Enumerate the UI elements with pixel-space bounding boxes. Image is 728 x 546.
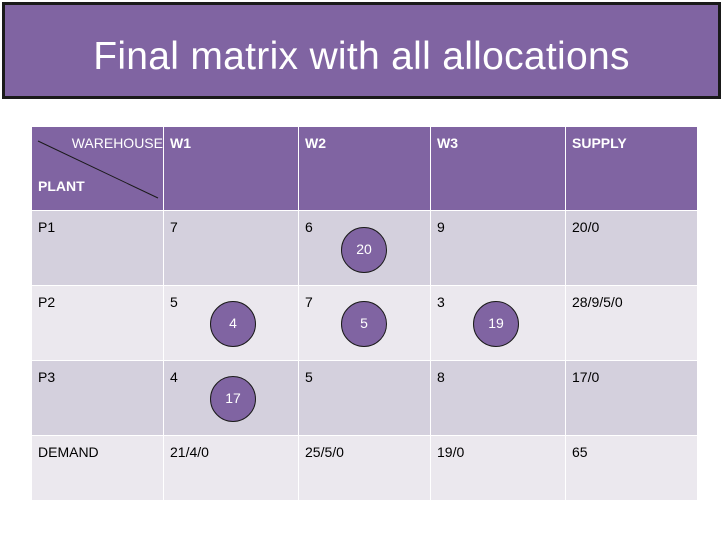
corner-header-cell: WAREHOUSE PLANT <box>32 127 163 210</box>
allocation-bubble-p3-w1: 17 <box>210 376 256 422</box>
header-w2: W2 <box>299 127 430 210</box>
allocation-bubble-p2-w2: 5 <box>341 301 387 347</box>
slide-title: Final matrix with all allocations <box>93 35 630 78</box>
cell-demand-w2: 25/5/0 <box>299 436 430 500</box>
diagonal-divider <box>37 140 159 199</box>
cell-p3-w1: 4 17 <box>164 361 298 435</box>
cell-p1-supply: 20/0 <box>566 211 697 285</box>
cell-p1-w3: 9 <box>431 211 565 285</box>
cell-demand-total: 65 <box>566 436 697 500</box>
allocation-bubble-p1-w2: 20 <box>341 227 387 273</box>
cell-p3-w2: 5 <box>299 361 430 435</box>
warehouse-label: WAREHOUSE <box>71 135 163 151</box>
cell-demand-w3: 19/0 <box>431 436 565 500</box>
cost-value: 9 <box>437 219 445 235</box>
title-banner: Final matrix with all allocations <box>2 2 721 99</box>
cost-value: 4 <box>170 369 178 385</box>
allocation-bubble-p2-w3: 19 <box>473 301 519 347</box>
row-label-p2: P2 <box>32 286 163 360</box>
cell-p3-supply: 17/0 <box>566 361 697 435</box>
cost-value: 6 <box>305 219 313 235</box>
cell-p3-w3: 8 <box>431 361 565 435</box>
cell-demand-w1: 21/4/0 <box>164 436 298 500</box>
cost-value: 5 <box>305 369 313 385</box>
header-supply: SUPPLY <box>566 127 697 210</box>
allocation-matrix: WAREHOUSE PLANT W1 W2 W3 SUPPLY P1 7 6 2… <box>32 127 697 500</box>
cost-value: 7 <box>305 294 313 310</box>
row-label-p1: P1 <box>32 211 163 285</box>
allocation-bubble-p2-w1: 4 <box>210 301 256 347</box>
supply-value: 20/0 <box>572 219 600 235</box>
cost-value: 7 <box>170 219 178 235</box>
supply-value: 28/9/5/0 <box>572 294 623 310</box>
row-label-demand: DEMAND <box>32 436 163 500</box>
header-w1: W1 <box>164 127 298 210</box>
cost-value: 8 <box>437 369 445 385</box>
cell-p2-w2: 7 5 <box>299 286 430 360</box>
cost-value: 5 <box>170 294 178 310</box>
supply-value: 17/0 <box>572 369 600 385</box>
cost-value: 3 <box>437 294 445 310</box>
cell-p1-w1: 7 <box>164 211 298 285</box>
row-label-p3: P3 <box>32 361 163 435</box>
plant-label: PLANT <box>38 178 85 194</box>
cell-p2-supply: 28/9/5/0 <box>566 286 697 360</box>
header-w3: W3 <box>431 127 565 210</box>
cell-p2-w1: 5 4 <box>164 286 298 360</box>
cell-p1-w2: 6 20 <box>299 211 430 285</box>
cell-p2-w3: 3 19 <box>431 286 565 360</box>
